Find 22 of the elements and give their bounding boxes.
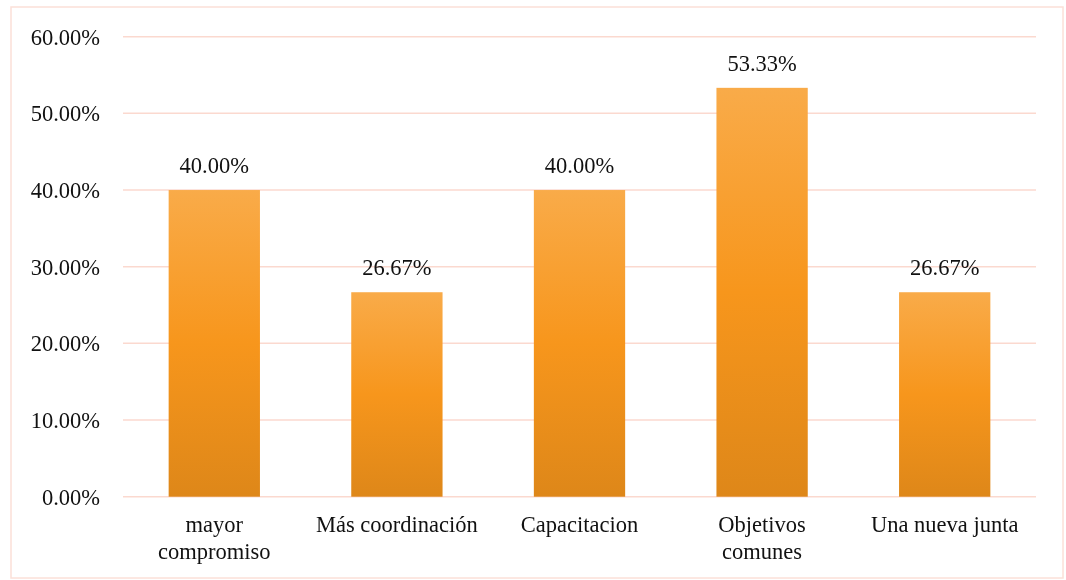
x-tick-label: mayor compromiso	[158, 512, 271, 564]
x-tick-label: Capacitacion	[520, 512, 639, 537]
y-tick-label: 40.00%	[30, 177, 100, 203]
bar	[899, 292, 991, 497]
y-tick-label: 30.00%	[30, 254, 100, 280]
y-tick-label: 20.00%	[30, 331, 100, 357]
data-label: 26.67%	[910, 255, 980, 281]
bar	[351, 292, 443, 497]
bar	[168, 190, 260, 497]
data-label: 26.67%	[362, 255, 432, 281]
bar	[716, 87, 808, 497]
y-tick-label: 60.00%	[30, 24, 100, 50]
x-tick-label: Objetivos comunes	[718, 512, 806, 564]
data-label: 53.33%	[727, 50, 797, 76]
bar	[533, 190, 626, 497]
data-label: 40.00%	[179, 153, 249, 179]
y-tick-label: 50.00%	[30, 101, 100, 127]
y-tick-label: 0.00%	[41, 484, 100, 510]
x-tick-label: Una nueva junta	[870, 512, 1019, 537]
data-label: 40.00%	[544, 153, 615, 179]
y-tick-label: 10.00%	[30, 407, 100, 433]
x-tick-label: Más coordinación	[315, 512, 478, 537]
